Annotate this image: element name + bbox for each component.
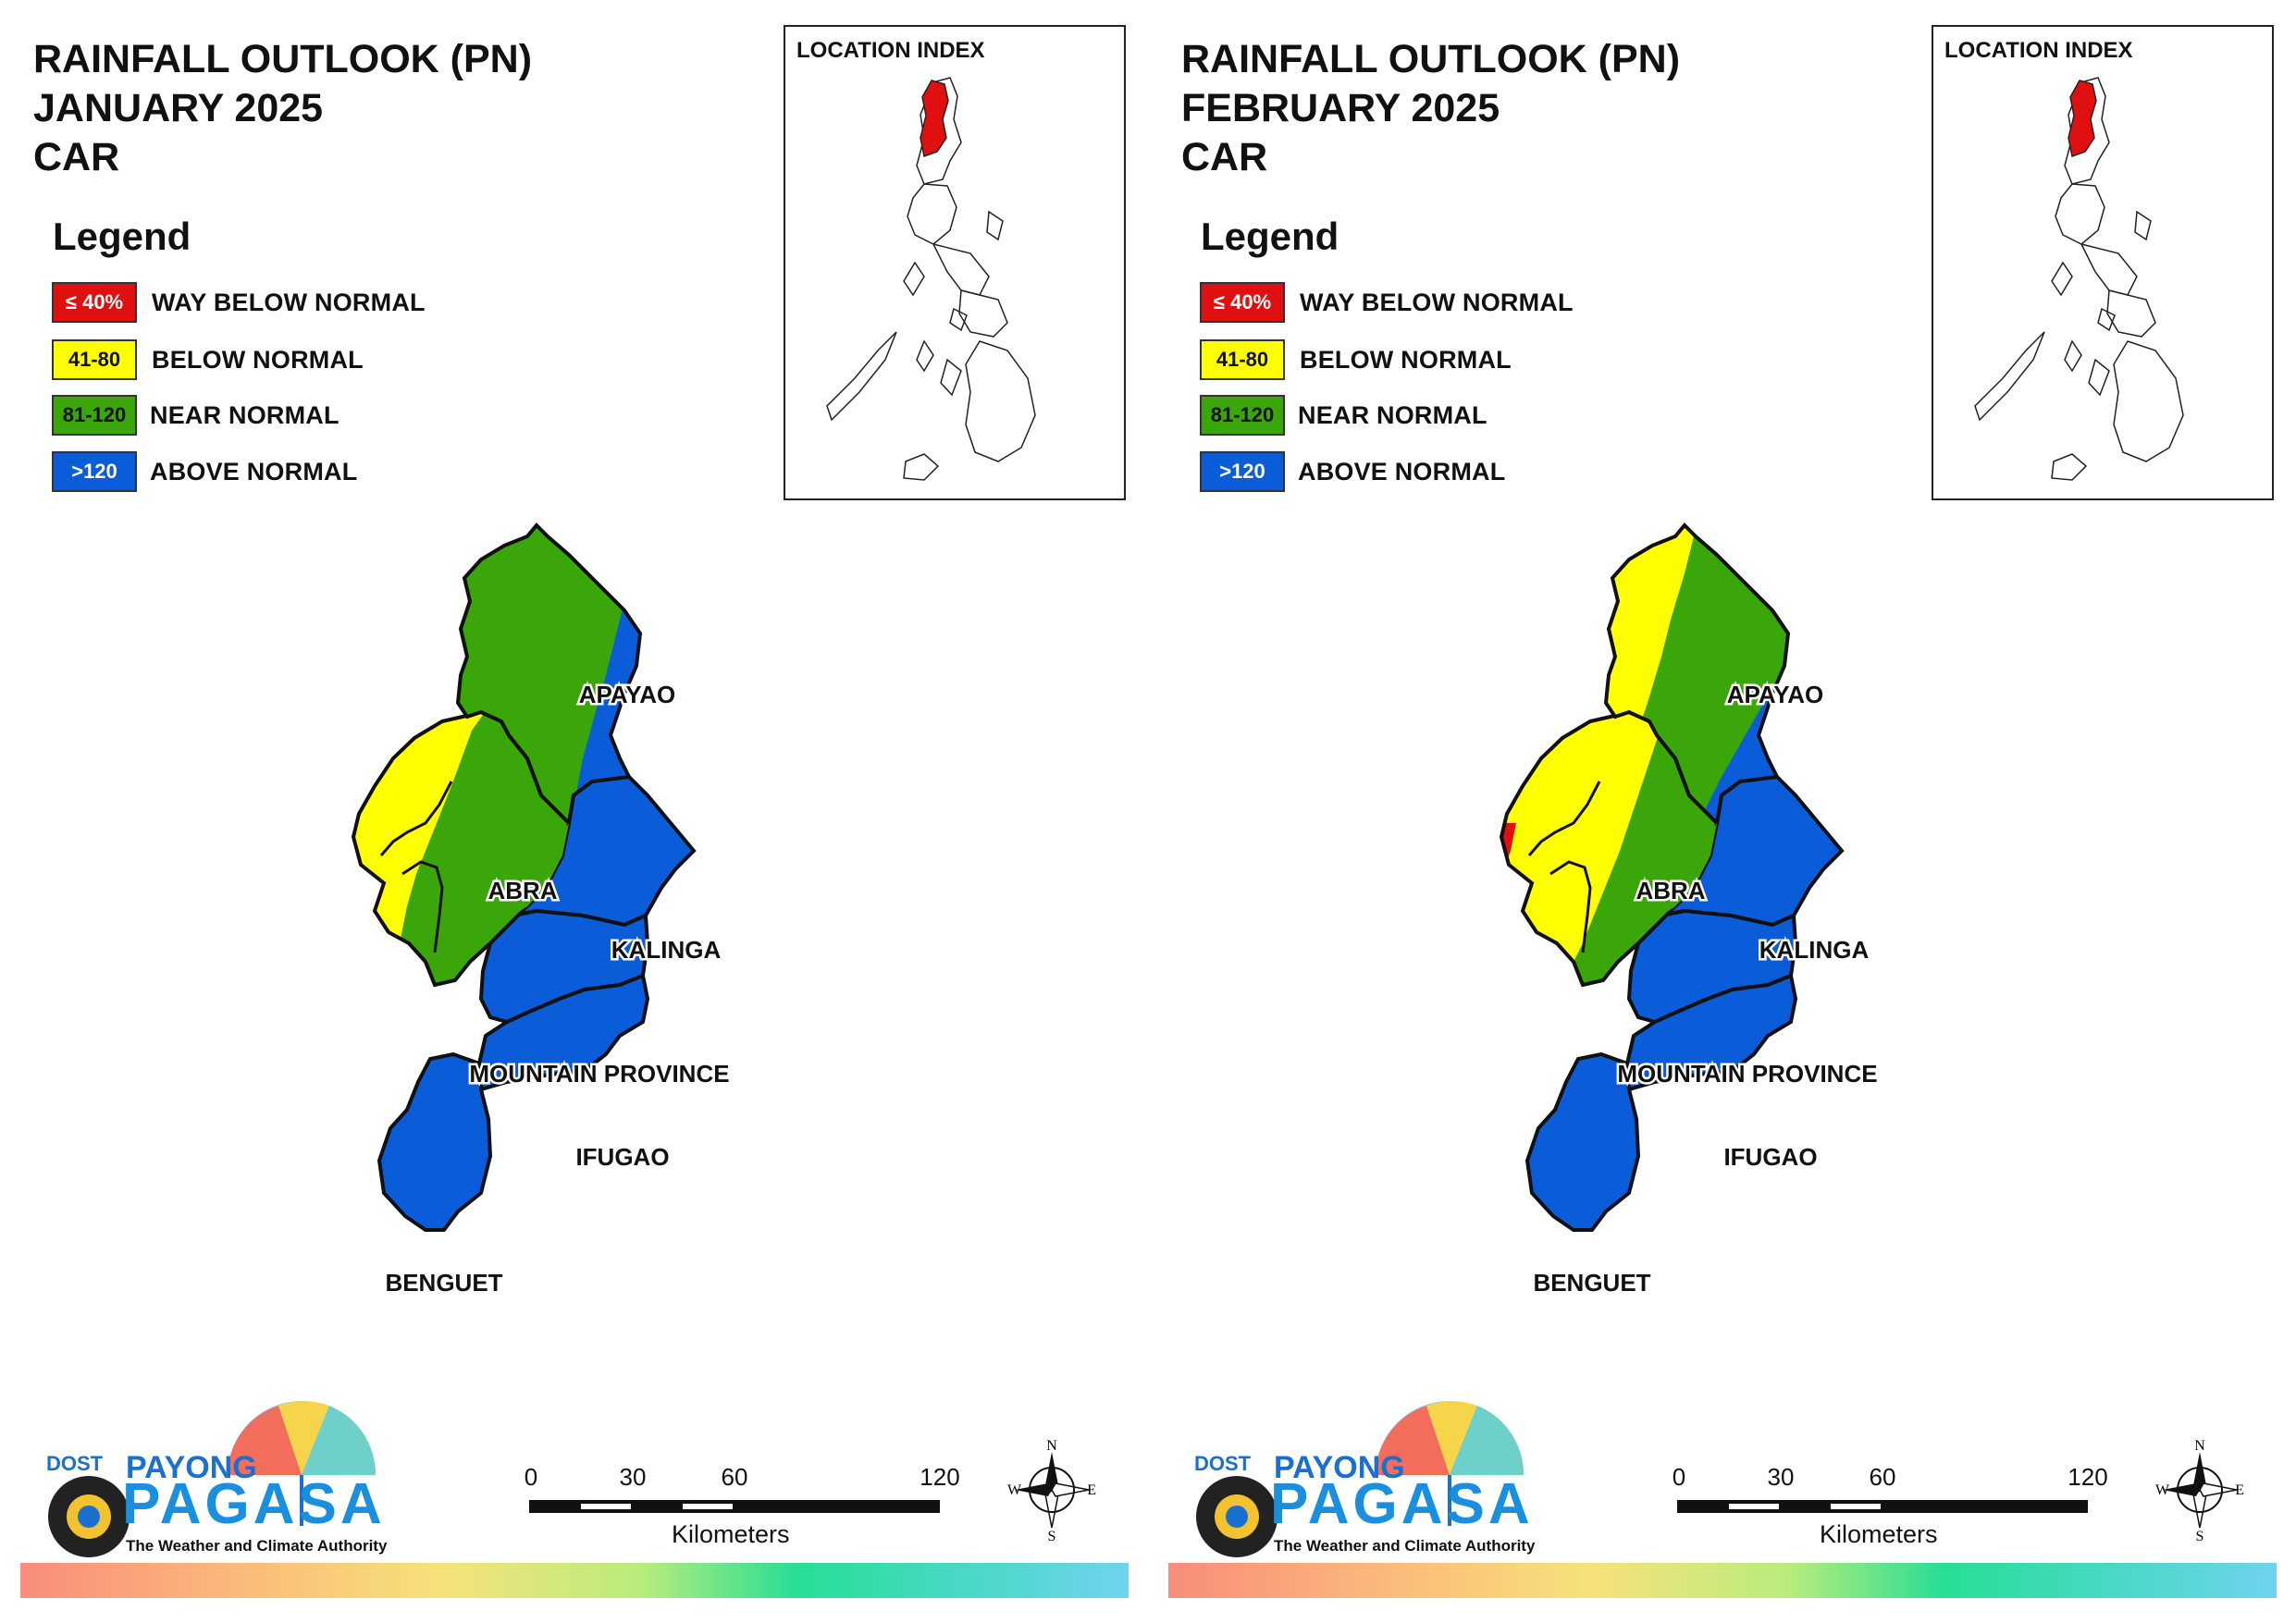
scale-unit: Kilometers (672, 1520, 790, 1548)
scale-tick: 120 (2068, 1463, 2108, 1491)
legend-title: Legend (53, 215, 191, 258)
logo-payong-text: PAYONG (126, 1450, 257, 1485)
scale-tick: 0 (1672, 1463, 1686, 1491)
label-abra: ABRA (488, 877, 557, 904)
compass-n: N (2194, 1439, 2205, 1454)
legend-swatch: 41-80 (52, 339, 137, 380)
legend-swatch: 41-80 (1200, 339, 1285, 380)
scale-unit: Kilometers (1820, 1520, 1938, 1548)
label-abra: ABRA (1636, 877, 1705, 904)
legend-swatch: ≤ 40% (1200, 282, 1285, 323)
scale-tick: 120 (920, 1463, 960, 1491)
title-line-1: RAINFALL OUTLOOK (PN) (33, 37, 533, 81)
umbrella-logo-icon (1196, 1401, 1524, 1557)
scale-bar-graphic (529, 1500, 940, 1513)
title-line-3: CAR (1181, 135, 1268, 179)
logo-pagasa-text: PAGASA (1270, 1472, 1534, 1536)
legend-item-below-normal: 41-80 BELOW NORMAL (52, 338, 364, 381)
legend-item-way-below-normal: ≤ 40% WAY BELOW NORMAL (52, 281, 426, 324)
legend-swatch: >120 (1200, 451, 1285, 492)
north-arrow: N S E W (2154, 1438, 2246, 1544)
scale-bar-graphic (1677, 1500, 2088, 1513)
footer-gradient-bar (20, 1563, 1129, 1598)
label-benguet: BENGUET (385, 1269, 502, 1297)
label-mountain-province: MOUNTAIN PROVINCE (1617, 1060, 1877, 1088)
legend-label: NEAR NORMAL (150, 400, 339, 429)
compass-e: E (2235, 1482, 2244, 1498)
legend-item-way-below-normal: ≤ 40% WAY BELOW NORMAL (1200, 281, 1574, 324)
scale-tick: 30 (1767, 1463, 1795, 1491)
compass-rose-icon: N S E W (2155, 1438, 2244, 1544)
legend-item-near-normal: 81-120 NEAR NORMAL (1200, 394, 1487, 436)
label-mountain-province: MOUNTAIN PROVINCE (469, 1060, 729, 1088)
legend-item-above-normal: >120 ABOVE NORMAL (52, 450, 357, 493)
car-province-map: APAYAO ABRA KALINGA MOUNTAIN PROVINCE IF… (1499, 523, 1880, 1299)
car-province-map: APAYAO ABRA KALINGA MOUNTAIN PROVINCE IF… (351, 523, 732, 1299)
logo-dost-text: DOST (1194, 1452, 1252, 1475)
payong-pagasa-logo: DOST PAYONG PAGASA The Weather and Clima… (33, 1387, 388, 1563)
scale-bar: 0 30 60 120 Kilometers (524, 1463, 960, 1548)
legend-label: WAY BELOW NORMAL (1300, 288, 1574, 316)
compass-s: S (2196, 1529, 2204, 1541)
label-apayao: APAYAO (1727, 681, 1824, 708)
legend-item-below-normal: 41-80 BELOW NORMAL (1200, 338, 1512, 381)
inset-title: LOCATION INDEX (1944, 38, 2133, 63)
title-line-2: FEBRUARY 2025 (1181, 86, 1500, 130)
north-arrow: N S E W (1006, 1438, 1098, 1544)
scale-bar: 0 30 60 120 Kilometers (1672, 1463, 2108, 1548)
legend-label: ABOVE NORMAL (150, 457, 358, 486)
logo-dost-text: DOST (46, 1452, 104, 1475)
label-apayao: APAYAO (579, 681, 676, 708)
label-kalinga: KALINGA (611, 936, 722, 964)
footer-gradient-bar (1168, 1563, 2277, 1598)
legend-swatch: ≤ 40% (52, 282, 137, 323)
legend-label: BELOW NORMAL (152, 345, 364, 374)
title-line-3: CAR (33, 135, 120, 179)
philippines-outline (826, 77, 1036, 481)
province-benguet (1524, 1051, 1641, 1232)
legend-item-above-normal: >120 ABOVE NORMAL (1200, 450, 1505, 493)
compass-e: E (1087, 1482, 1096, 1498)
scale-tick: 60 (721, 1463, 748, 1491)
panel-february: RAINFALL OUTLOOK (PN) FEBRUARY 2025 CAR … (1148, 0, 2296, 1623)
umbrella-logo-icon (48, 1401, 376, 1557)
province-benguet (376, 1051, 493, 1232)
map-title: RAINFALL OUTLOOK (PN) FEBRUARY 2025 CAR (1181, 35, 1680, 182)
compass-w: W (2155, 1482, 2170, 1498)
location-index-inset: LOCATION INDEX (1932, 25, 2274, 500)
legend-title: Legend (1201, 215, 1339, 258)
label-benguet: BENGUET (1533, 1269, 1650, 1297)
payong-pagasa-logo: DOST PAYONG PAGASA The Weather and Clima… (1181, 1387, 1536, 1563)
legend-label: ABOVE NORMAL (1298, 457, 1506, 486)
logo-tagline: The Weather and Climate Authority (126, 1537, 388, 1555)
logo-pagasa-text: PAGASA (122, 1472, 386, 1536)
scale-tick: 30 (619, 1463, 647, 1491)
inset-title: LOCATION INDEX (796, 38, 985, 63)
legend-swatch: 81-120 (52, 395, 137, 436)
compass-n: N (1046, 1439, 1057, 1454)
legend-label: BELOW NORMAL (1300, 345, 1512, 374)
label-ifugao: IFUGAO (575, 1143, 669, 1171)
legend-label: WAY BELOW NORMAL (152, 288, 426, 316)
compass-rose-icon: N S E W (1007, 1438, 1096, 1544)
philippines-outline (1974, 77, 2184, 481)
title-line-1: RAINFALL OUTLOOK (PN) (1181, 37, 1681, 81)
label-ifugao: IFUGAO (1723, 1143, 1817, 1171)
scale-tick: 60 (1869, 1463, 1896, 1491)
legend-swatch: >120 (52, 451, 137, 492)
compass-s: S (1048, 1529, 1056, 1541)
title-line-2: JANUARY 2025 (33, 86, 324, 130)
scale-tick: 0 (524, 1463, 538, 1491)
legend-swatch: 81-120 (1200, 395, 1285, 436)
legend-label: NEAR NORMAL (1298, 400, 1487, 429)
logo-payong-text: PAYONG (1274, 1450, 1405, 1485)
label-kalinga: KALINGA (1759, 936, 1870, 964)
panel-january: RAINFALL OUTLOOK (PN) JANUARY 2025 CAR L… (20, 25, 1129, 1598)
logo-tagline: The Weather and Climate Authority (1274, 1537, 1536, 1555)
legend-item-near-normal: 81-120 NEAR NORMAL (52, 394, 339, 436)
map-title: RAINFALL OUTLOOK (PN) JANUARY 2025 CAR (33, 35, 532, 182)
compass-w: W (1007, 1482, 1022, 1498)
location-index-inset: LOCATION INDEX (784, 25, 1126, 500)
